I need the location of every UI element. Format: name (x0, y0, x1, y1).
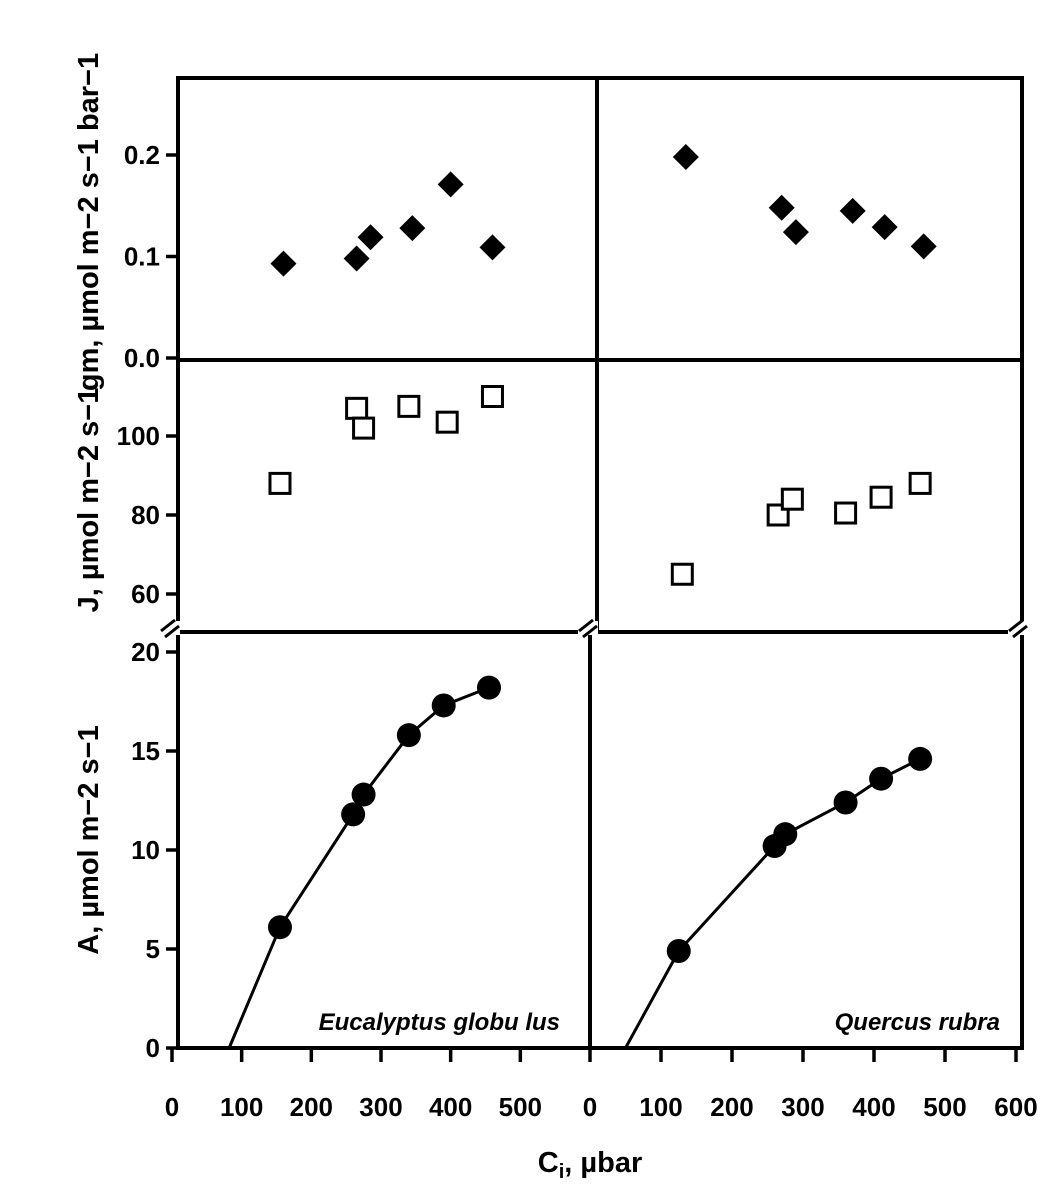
species-label-eucalyptus: Eucalyptus globu lus (319, 1009, 560, 1036)
y-axis-title-j: J, µmol m−2 s−1 (73, 388, 105, 613)
a-data-point (773, 822, 798, 847)
y-tick-label-a: 10 (131, 835, 160, 865)
y-tick-label-a: 0 (146, 1033, 160, 1063)
upper-panels-frame (176, 76, 1024, 634)
y-tick-label-j: 60 (131, 579, 160, 609)
gm-data-point (839, 197, 866, 224)
x-tick-label: 0 (583, 1092, 597, 1122)
y-tick-label-j: 100 (117, 421, 160, 451)
gm-data-point (910, 233, 937, 260)
axis-break-mark (578, 618, 598, 639)
j-data-point (397, 394, 421, 418)
y-tick-label-a: 15 (131, 736, 160, 766)
j-data-point (480, 385, 504, 408)
x-tick-label: 200 (290, 1092, 333, 1122)
y-tick-label-gm: 0.1 (124, 242, 160, 272)
panel-frames (160, 76, 1028, 1050)
x-tick-label: 500 (499, 1092, 542, 1122)
j-data-point (435, 410, 459, 434)
a-data-point (351, 782, 376, 807)
j-data-point (780, 487, 804, 511)
x-tick-label: 0 (165, 1092, 179, 1122)
j-data-point (908, 471, 932, 495)
gm-data-point (437, 171, 464, 198)
a-data-point (666, 938, 691, 963)
x-tick-label: 100 (639, 1092, 682, 1122)
x-tick-label: 400 (429, 1092, 472, 1122)
gm-data-point (782, 219, 809, 246)
a-data-point (396, 723, 421, 748)
bottom-panels-frame (176, 630, 1024, 1050)
y-tick-label-a: 5 (146, 934, 160, 964)
a-data-point (476, 675, 501, 700)
data-marks (227, 144, 937, 1049)
gm-data-point (768, 194, 795, 221)
gm-data-point (479, 234, 506, 261)
j-data-point (345, 396, 369, 420)
x-tick-label: 200 (710, 1092, 753, 1122)
j-data-point (834, 501, 858, 525)
x-tick-label: 100 (220, 1092, 263, 1122)
species-label-quercus: Quercus rubra (835, 1009, 1000, 1036)
x-tick-label: 300 (359, 1092, 402, 1122)
x-tick-label: 300 (781, 1092, 824, 1122)
y-tick-label-gm: 0.0 (124, 343, 160, 373)
y-tick-label-a: 20 (131, 637, 160, 667)
a-data-point (833, 790, 858, 815)
a-fit-line (624, 757, 921, 1049)
gm-data-point (871, 214, 898, 241)
j-data-point (670, 562, 694, 586)
a-data-point (431, 693, 456, 718)
gm-data-point (343, 245, 370, 272)
gm-data-point (270, 250, 297, 277)
y-tick-label-gm: 0.2 (124, 140, 160, 170)
x-tick-label: 400 (852, 1092, 895, 1122)
axis-break-mark (1008, 618, 1028, 639)
y-axis-title-a: A, µmol m−2 s−1 (73, 725, 105, 954)
j-data-point (869, 485, 893, 509)
a-data-point (908, 746, 933, 771)
a-data-point (267, 915, 292, 940)
a-data-point (341, 802, 366, 827)
a-data-point (869, 766, 894, 791)
x-tick-label: 600 (994, 1092, 1037, 1122)
y-axis-title-gm: gm, µmol m−2 s−1 bar−1 (73, 53, 105, 391)
axis-break-mark (160, 618, 180, 639)
gm-data-point (672, 144, 699, 171)
j-data-point (268, 471, 292, 495)
x-tick-label: 500 (923, 1092, 966, 1122)
a-fit-line (227, 686, 490, 1049)
gm-data-point (357, 224, 384, 251)
x-axis-title: Ci, µbar (538, 1147, 642, 1183)
y-tick-label-j: 80 (131, 500, 160, 530)
j-data-point (352, 416, 376, 440)
gm-data-point (399, 215, 426, 242)
